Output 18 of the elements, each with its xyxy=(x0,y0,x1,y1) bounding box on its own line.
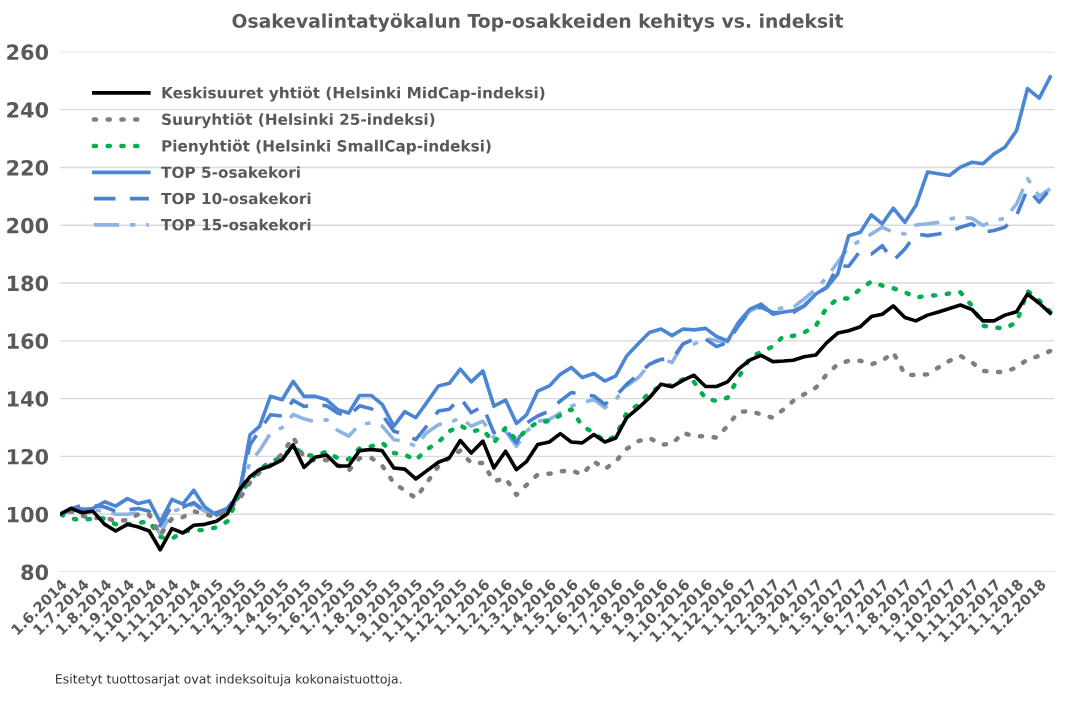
legend-label: TOP 15-osakekori xyxy=(161,218,311,231)
y-tick-label: 100 xyxy=(7,506,49,523)
legend-label: Pienyhtiöt (Helsinki SmallCap-indeksi) xyxy=(162,139,491,155)
y-tick-label: 140 xyxy=(7,391,49,407)
legend-label: Keskisuuret yhtiöt (Helsinki MidCap-indeksi) xyxy=(162,86,545,102)
y-tick-label: 240 xyxy=(7,102,49,118)
text: Esitetyt tuottosarjat ovat indeksoituja kokonaistuottoja. xyxy=(56,673,402,687)
legend-label: Suuryhtiöt (Helsinki 25-indeksi) xyxy=(162,113,435,129)
y-tick-label: 220 xyxy=(7,159,49,176)
y-tick-label: 80 xyxy=(21,564,49,581)
legend-label: TOP 10-osakekori xyxy=(161,192,311,205)
y-tick-label: 120 xyxy=(7,448,49,465)
y-tick-label: 180 xyxy=(7,275,49,292)
chart-title: Osakevalintatyökalun Top-osakkeiden kehitys vs. indeksit xyxy=(232,13,844,32)
y-tick-label: 260 xyxy=(7,44,49,61)
legend-label: TOP 5-osakekori xyxy=(161,166,300,178)
y-tick-label: 160 xyxy=(7,333,49,350)
y-tick-label: 200 xyxy=(7,217,49,234)
